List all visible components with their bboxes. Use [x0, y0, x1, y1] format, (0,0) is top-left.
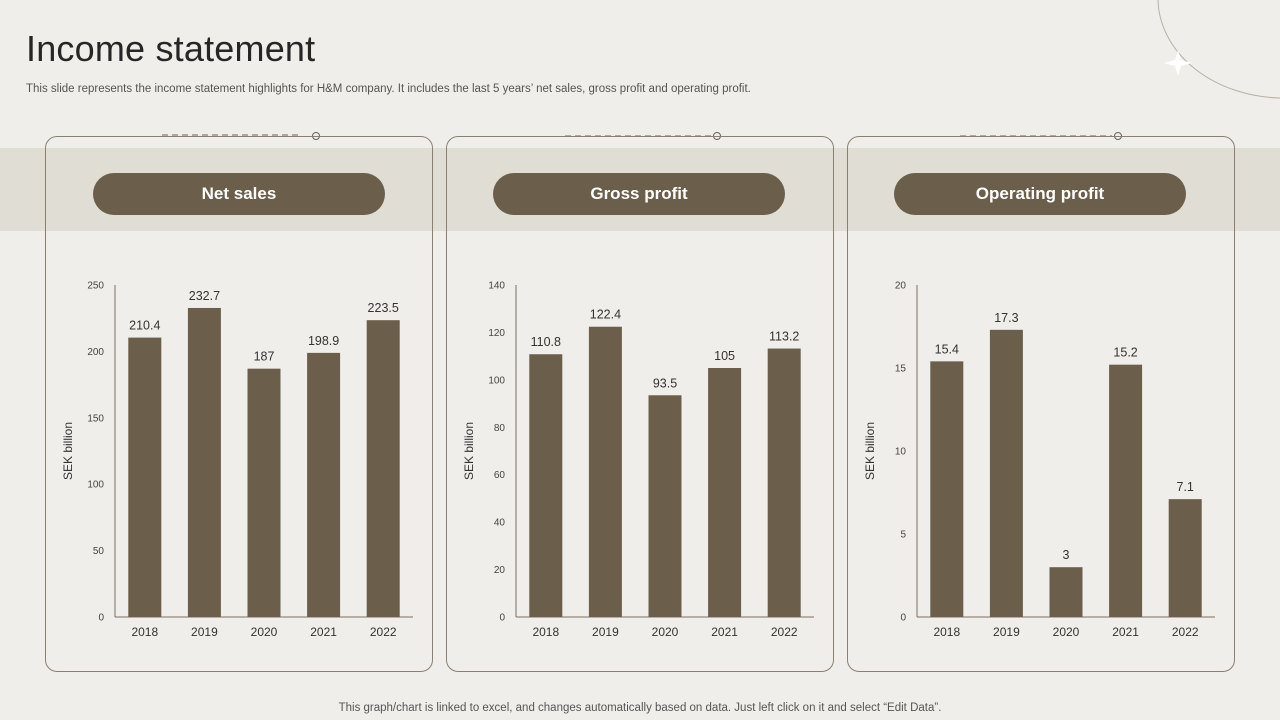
data-label: 15.2	[1113, 346, 1137, 360]
gross-profit-heading: Gross profit	[493, 173, 785, 215]
bar-2022[interactable]	[366, 320, 400, 617]
net-sales-heading: Net sales	[93, 173, 385, 215]
x-tick-label: 2020	[1053, 625, 1080, 639]
bar-2021[interactable]	[708, 368, 742, 617]
x-tick-label: 2019	[592, 625, 619, 639]
bar-2020[interactable]	[648, 395, 682, 617]
y-tick-label: 100	[87, 480, 104, 491]
x-tick-label: 2021	[711, 625, 738, 639]
data-label: 187	[254, 350, 275, 364]
data-label: 122.4	[590, 308, 621, 322]
data-label: 223.5	[368, 301, 399, 315]
bar-2020[interactable]	[1049, 567, 1083, 617]
y-tick-label: 40	[494, 518, 506, 529]
data-label: 232.7	[189, 289, 220, 303]
y-tick-label: 50	[93, 546, 105, 557]
y-axis-label: SEK billion	[61, 422, 75, 480]
x-tick-label: 2018	[532, 625, 559, 639]
data-label: 113.2	[769, 330, 799, 344]
page-subtitle: This slide represents the income stateme…	[26, 83, 751, 95]
operating-profit-heading: Operating profit	[894, 173, 1186, 215]
x-tick-label: 2020	[251, 625, 278, 639]
data-label: 3	[1063, 548, 1070, 562]
y-tick-label: 100	[488, 375, 505, 386]
x-tick-label: 2018	[933, 625, 960, 639]
sparkle-icon	[1164, 50, 1192, 76]
data-label: 93.5	[653, 376, 677, 390]
y-tick-label: 0	[900, 613, 906, 624]
bar-2022[interactable]	[1168, 499, 1202, 617]
bar-2019[interactable]	[989, 329, 1023, 617]
x-tick-label: 2022	[771, 625, 798, 639]
x-tick-label: 2018	[131, 625, 158, 639]
y-tick-label: 20	[895, 281, 907, 292]
x-tick-label: 2019	[993, 625, 1020, 639]
bar-2018[interactable]	[930, 361, 964, 617]
corner-arc	[1157, 0, 1280, 99]
y-axis-label: SEK billion	[462, 422, 476, 480]
y-tick-label: 120	[488, 328, 505, 339]
y-tick-label: 80	[494, 423, 506, 434]
y-tick-label: 60	[494, 470, 506, 481]
data-label: 105	[714, 349, 735, 363]
x-tick-label: 2022	[370, 625, 397, 639]
x-tick-label: 2021	[310, 625, 337, 639]
y-tick-label: 150	[87, 413, 104, 424]
footnote: This graph/chart is linked to excel, and…	[338, 702, 942, 714]
bar-2019[interactable]	[588, 326, 622, 617]
bar-2019[interactable]	[187, 307, 221, 617]
y-axis-label: SEK billion	[863, 422, 877, 480]
y-tick-label: 20	[494, 565, 506, 576]
bar-2018[interactable]	[529, 354, 563, 617]
net-sales-chart[interactable]: 0 50 100 150 200 250 SEK billion 210.4 2018 232.7…	[45, 270, 433, 650]
data-label: 17.3	[994, 311, 1018, 325]
bar-2022[interactable]	[767, 348, 801, 617]
y-tick-label: 200	[87, 347, 104, 358]
data-label: 198.9	[308, 334, 339, 348]
bar-2021[interactable]	[1109, 364, 1143, 617]
y-tick-label: 140	[488, 281, 505, 292]
y-tick-label: 5	[900, 530, 906, 541]
x-tick-label: 2022	[1172, 625, 1199, 639]
x-tick-label: 2020	[652, 625, 679, 639]
gross-profit-card	[446, 136, 834, 672]
data-label: 110.8	[531, 335, 561, 349]
page-title: Income statement	[26, 28, 316, 69]
bar-2018[interactable]	[128, 337, 162, 617]
y-tick-label: 10	[895, 447, 907, 458]
bar-2020[interactable]	[247, 368, 281, 617]
data-label: 210.4	[129, 319, 160, 333]
x-tick-label: 2019	[191, 625, 218, 639]
net-sales-card	[45, 136, 433, 672]
y-tick-label: 0	[98, 613, 104, 624]
data-label: 15.4	[935, 342, 959, 356]
y-tick-label: 250	[87, 281, 104, 292]
x-tick-label: 2021	[1112, 625, 1139, 639]
operating-profit-card	[847, 136, 1235, 672]
bar-2021[interactable]	[307, 352, 341, 617]
data-label: 7.1	[1177, 480, 1194, 494]
operating-profit-chart[interactable]: 0 5 10 15 20 SEK billion 15.4 2018 17.3 2019 3 2020…	[847, 270, 1235, 650]
y-tick-label: 15	[895, 364, 907, 375]
y-tick-label: 0	[499, 613, 505, 624]
gross-profit-chart[interactable]: 0 20 40 60 80 100 120 140 SEK billion 110.8 2018 12…	[446, 270, 834, 650]
